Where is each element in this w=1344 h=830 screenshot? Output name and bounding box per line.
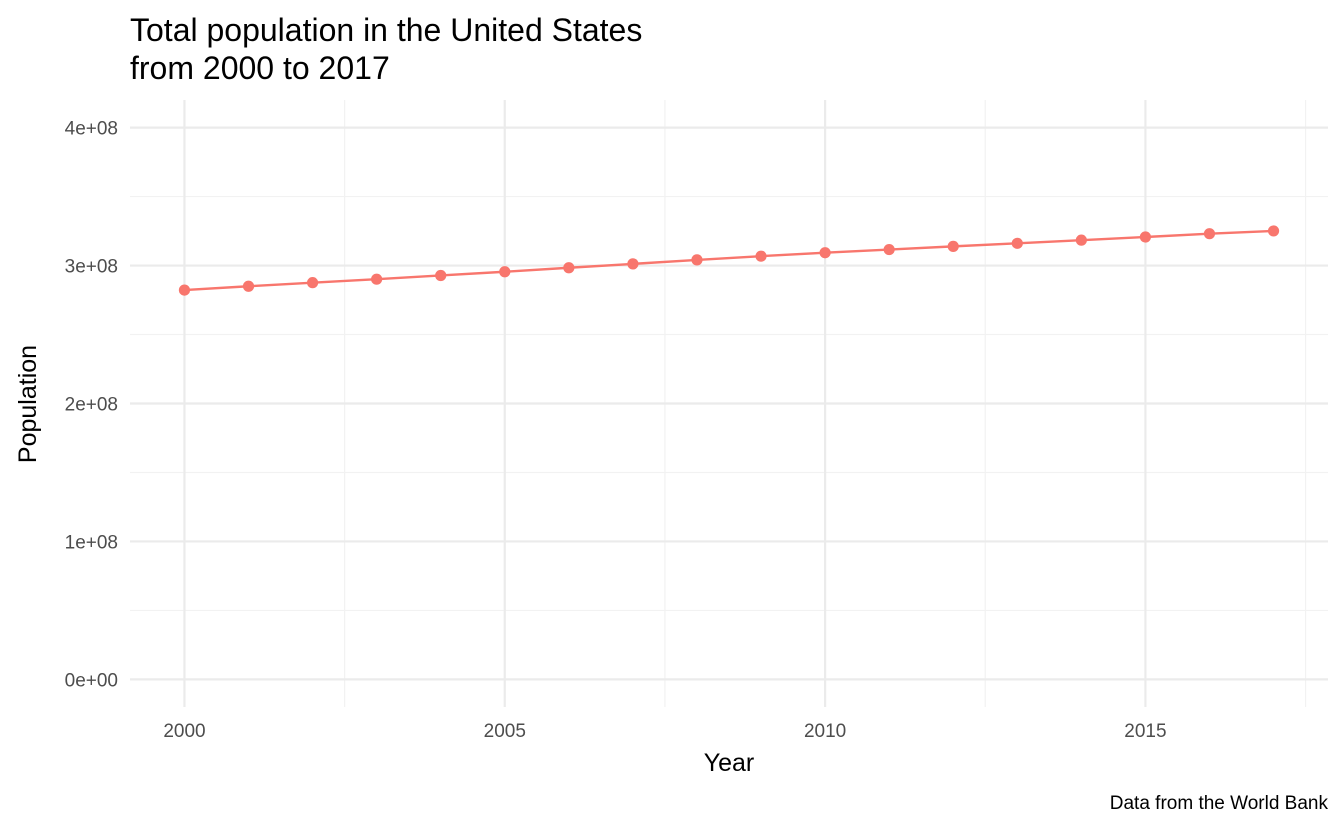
chart-caption: Data from the World Bank [1110, 793, 1329, 814]
grid-lines [130, 100, 1328, 707]
x-tick-label: 2000 [163, 721, 205, 742]
data-point [947, 240, 959, 252]
x-tick-label: 2015 [1124, 721, 1166, 742]
data-point [563, 262, 575, 274]
data-point [691, 254, 703, 266]
data-point [755, 250, 767, 262]
data-point [883, 243, 895, 256]
data-point [1075, 234, 1087, 246]
data-point [178, 284, 191, 296]
y-tick-label: 4e+08 [65, 119, 118, 140]
data-point [1011, 237, 1023, 249]
y-tick-label: 2e+08 [65, 395, 118, 416]
y-tick-label: 3e+08 [65, 257, 118, 278]
x-tick-label: 2010 [804, 721, 846, 742]
data-point [1139, 231, 1152, 243]
chart-title-line-1: Total population in the United States [130, 12, 642, 48]
data-point [1203, 228, 1216, 240]
data-point [306, 277, 319, 289]
x-axis-ticks: 2000 2005 2010 2015 [163, 721, 1166, 742]
data-point [627, 258, 639, 270]
y-tick-label: 0e+00 [65, 670, 118, 691]
y-tick-label: 1e+08 [65, 532, 118, 553]
chart-title-line-2: from 2000 to 2017 [130, 50, 390, 86]
x-axis-title: Year [704, 749, 755, 777]
y-axis-ticks: 0e+00 1e+08 2e+08 3e+08 4e+08 [65, 119, 118, 692]
data-point [435, 269, 447, 282]
data-point [499, 266, 511, 278]
data-point [371, 273, 383, 285]
data-point [1267, 225, 1280, 237]
data-point [819, 247, 831, 259]
x-tick-label: 2005 [484, 721, 526, 742]
series-layer [178, 225, 1280, 296]
population-series-line [184, 229, 1274, 292]
y-axis-title: Population [14, 345, 42, 463]
data-point [242, 280, 255, 292]
